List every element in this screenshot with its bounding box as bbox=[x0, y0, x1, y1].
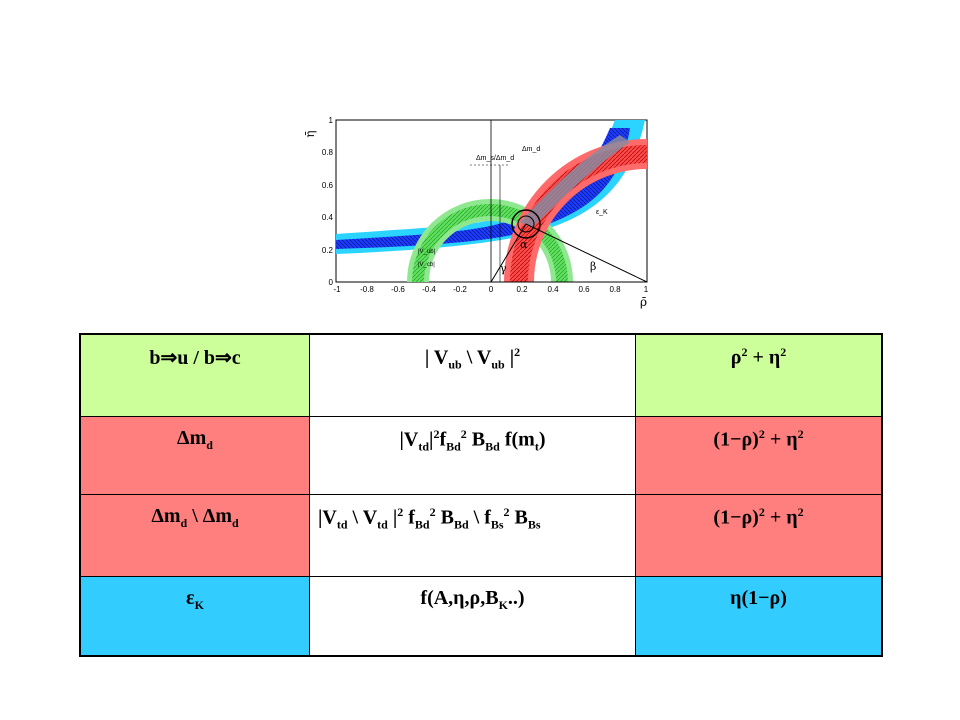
x-tick-label: 0.4 bbox=[547, 285, 559, 294]
y-tick-label: 0.2 bbox=[322, 246, 334, 255]
x-tick-label: -0.6 bbox=[391, 285, 405, 294]
formula-cell-text: |Vtd|2fBd2 BBd f(mt) bbox=[399, 426, 546, 454]
y-tick-label: 0.4 bbox=[322, 213, 334, 222]
label-vub-bottom: |V_cb| bbox=[418, 262, 435, 268]
overlap-band bbox=[520, 135, 630, 228]
vub-ring-inner bbox=[412, 204, 568, 282]
process-cell-text: Δmd \ Δmd bbox=[151, 504, 239, 530]
process-cell: Δmd bbox=[79, 415, 310, 495]
formula-cell-text: | Vub \ Vub |2 bbox=[424, 345, 521, 372]
formula-cell-text: f(A,η,ρ,BK..) bbox=[420, 586, 525, 612]
label-gamma: γ bbox=[500, 262, 507, 275]
apex-circle-outer bbox=[511, 209, 541, 239]
label-dmd: Δm_d bbox=[522, 146, 540, 153]
process-cell-text: εK bbox=[186, 586, 204, 612]
constraint-cell-text: η(1−ρ) bbox=[730, 586, 787, 609]
x-tick-label: -1 bbox=[333, 285, 341, 294]
constraint-cell-text: ρ2 + η2 bbox=[730, 345, 787, 369]
unitarity-triangle bbox=[490, 223, 648, 283]
x-tick-label: -0.8 bbox=[360, 285, 374, 294]
label-alpha: α bbox=[520, 238, 528, 251]
process-cell: εK bbox=[79, 575, 310, 657]
formula-cell: |Vtd \ Vtd |2 fBd2 BBd \ fBs2 BBs bbox=[309, 493, 636, 577]
formula-cell: |Vtd|2fBd2 BBd f(mt) bbox=[309, 415, 636, 495]
x-tick-label: 0.2 bbox=[516, 285, 528, 294]
row-epsilon-k: εK f(A,η,ρ,BK..) η(1−ρ) bbox=[79, 575, 883, 657]
label-dms-dmd: Δm_s/Δm_d bbox=[476, 155, 514, 162]
process-cell: Δmd \ Δmd bbox=[79, 493, 310, 577]
x-tick-label: -0.4 bbox=[422, 285, 436, 294]
x-tick-label: -0.2 bbox=[453, 285, 467, 294]
label-beta: β bbox=[590, 260, 596, 273]
process-cell-text: b⇒u / b⇒c bbox=[149, 347, 241, 369]
constraint-cell: ρ2 + η2 bbox=[635, 333, 883, 417]
constraint-cell: (1−ρ)2 + η2 bbox=[635, 493, 883, 577]
constraint-cell: η(1−ρ) bbox=[635, 575, 883, 657]
x-tick-label: 0 bbox=[489, 285, 494, 294]
constraint-cell-text: (1−ρ)2 + η2 bbox=[713, 426, 804, 451]
process-cell: b⇒u / b⇒c bbox=[79, 333, 310, 417]
x-tick-label: 0.6 bbox=[578, 285, 590, 294]
epsk-band-outer bbox=[336, 120, 645, 254]
constraint-cell-text: (1−ρ)2 + η2 bbox=[713, 504, 804, 529]
row-delta-md: Δmd |Vtd|2fBd2 BBd f(mt) (1−ρ)2 + η2 bbox=[79, 415, 883, 495]
formula-cell: | Vub \ Vub |2 bbox=[309, 333, 636, 417]
x-tick-label: 1 bbox=[644, 285, 649, 294]
constraints-table: b⇒u / b⇒c | Vub \ Vub |2 ρ2 + η2 Δmd |Vtd|2f… bbox=[79, 333, 883, 657]
constraint-cell: (1−ρ)2 + η2 bbox=[635, 415, 883, 495]
label-epsk: ε_K bbox=[596, 209, 608, 216]
process-cell-text: Δmd bbox=[177, 426, 213, 452]
formula-cell: f(A,η,ρ,BK..) bbox=[309, 575, 636, 657]
epsk-band-inner bbox=[336, 128, 630, 249]
y-axis-label: η̄ bbox=[303, 130, 317, 137]
row-b-to-u: b⇒u / b⇒c | Vub \ Vub |2 ρ2 + η2 bbox=[79, 333, 883, 417]
y-tick-label: 0 bbox=[329, 278, 334, 287]
y-tick-label: 0.6 bbox=[322, 181, 334, 190]
label-vub-top: |V_ub| bbox=[418, 249, 436, 255]
y-tick-label: 1 bbox=[329, 116, 334, 125]
apex-circle-inner bbox=[517, 215, 535, 233]
unitarity-triangle-plot: η̄ ρ̄ 1 0.8 0.6 0.4 0.2 0 -1 -0.8 -0.6 -… bbox=[303, 116, 649, 309]
x-tick-label: 0.8 bbox=[609, 285, 621, 294]
formula-cell-text: |Vtd \ Vtd |2 fBd2 BBd \ fBs2 BBs bbox=[318, 504, 541, 532]
y-tick-label: 0.8 bbox=[322, 148, 334, 157]
row-delta-ms-over-md: Δmd \ Δmd |Vtd \ Vtd |2 fBd2 BBd \ fBs2 B… bbox=[79, 493, 883, 577]
x-axis-label: ρ̄ bbox=[640, 295, 647, 309]
